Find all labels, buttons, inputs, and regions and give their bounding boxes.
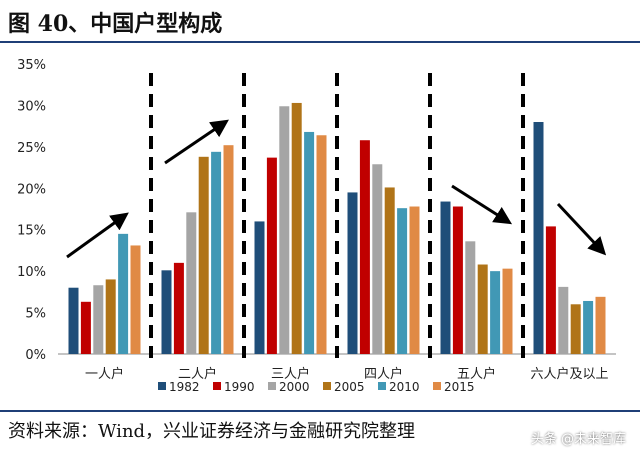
- legend-label: 1990: [224, 380, 255, 394]
- legend-swatch-2005: [323, 382, 331, 390]
- bar-2000-5: [558, 286, 569, 354]
- bar-2005-5: [570, 304, 581, 354]
- x-tick-label: 五人户: [457, 366, 496, 382]
- y-tick-label: 10%: [17, 265, 46, 280]
- bar-2015-5: [595, 296, 606, 354]
- y-tick-label: 0%: [25, 348, 46, 363]
- bar-2010-4: [490, 271, 501, 354]
- bar-2015-2: [316, 135, 327, 354]
- bar-2010-5: [583, 300, 594, 354]
- source-divider: [0, 410, 640, 412]
- bar-1982-4: [440, 201, 451, 354]
- legend-label: 2010: [389, 380, 420, 394]
- title-divider: [0, 41, 640, 43]
- bar-1990-3: [359, 140, 370, 354]
- legend-swatch-2010: [378, 382, 386, 390]
- bar-2000-3: [372, 164, 383, 354]
- y-tick-label: 35%: [17, 58, 46, 73]
- legend-label: 2015: [444, 380, 475, 394]
- legend-label: 1982: [169, 380, 200, 394]
- x-tick-label: 六人户及以上: [530, 366, 608, 382]
- legend-swatch-1990: [213, 382, 221, 390]
- bar-1990-2: [266, 157, 277, 354]
- bar-chart: 0% 5% 10% 15% 20% 25% 30% 35% 一人户 二人户 三人户 四人户 五人户 六人户…: [17, 58, 616, 394]
- bar-1990-5: [545, 226, 556, 354]
- bar-1982-1: [161, 270, 172, 354]
- bar-1990-1: [173, 262, 184, 354]
- bar-2000-2: [279, 106, 290, 354]
- bar-1982-2: [254, 221, 265, 354]
- x-tick-label: 三人户: [271, 366, 310, 382]
- down-arrow-icon: [451, 184, 513, 225]
- bar-1982-0: [68, 287, 79, 354]
- y-tick-label: 25%: [17, 141, 46, 156]
- down-arrow-icon: [556, 202, 607, 256]
- legend-label: 2005: [334, 380, 365, 394]
- bar-2015-1: [223, 145, 234, 354]
- up-arrow-icon: [66, 212, 129, 259]
- legend-swatch-2000: [268, 382, 276, 390]
- bar-2010-0: [118, 233, 129, 354]
- bar-1982-5: [533, 122, 544, 354]
- x-tick-label: 四人户: [364, 366, 403, 382]
- y-tick-label: 30%: [17, 99, 46, 114]
- bar-1990-0: [80, 301, 91, 354]
- up-arrow-icon: [164, 119, 229, 165]
- y-tick-label: 20%: [17, 182, 46, 197]
- bar-2005-1: [198, 156, 209, 354]
- bar-2000-0: [93, 285, 104, 354]
- bar-2005-4: [477, 264, 488, 354]
- bar-2000-4: [465, 241, 476, 354]
- bar-2000-1: [186, 212, 197, 354]
- x-tick-label: 一人户: [85, 366, 124, 382]
- legend-label: 2000: [279, 380, 310, 394]
- bar-1982-3: [347, 192, 358, 354]
- x-tick-label: 二人户: [178, 366, 217, 382]
- bar-2010-3: [397, 208, 408, 354]
- legend-swatch-1982: [158, 382, 166, 390]
- y-tick-label: 5%: [25, 307, 46, 322]
- bar-1990-4: [452, 206, 463, 354]
- y-tick-label: 15%: [17, 224, 46, 239]
- bar-2005-0: [105, 279, 116, 354]
- bar-2015-0: [130, 245, 141, 354]
- figure-title: 图 40、中国户型构成: [8, 11, 223, 37]
- bar-2005-3: [384, 187, 395, 354]
- bar-2010-2: [304, 131, 315, 354]
- bar-2015-3: [409, 206, 420, 354]
- legend-swatch-2015: [433, 382, 441, 390]
- watermark: 头条 @未来智库: [530, 432, 626, 447]
- source-note: 资料来源：Wind，兴业证券经济与金融研究院整理: [8, 421, 416, 442]
- bar-2005-2: [291, 102, 302, 354]
- bar-2015-4: [502, 268, 513, 354]
- bar-2010-1: [211, 151, 222, 354]
